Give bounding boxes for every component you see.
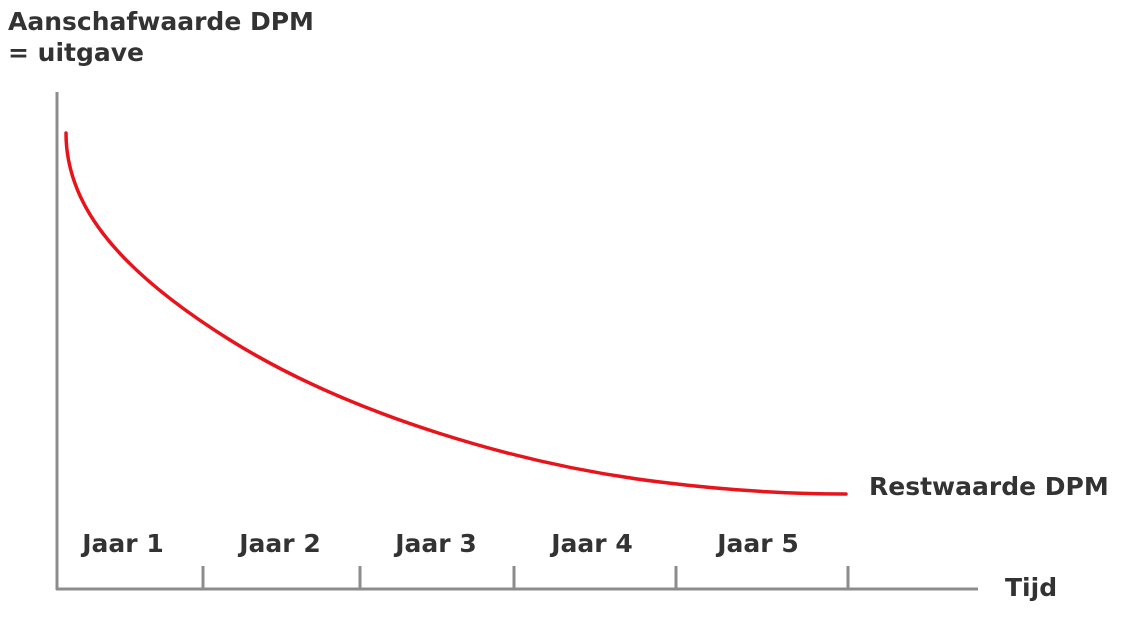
x-axis-category-label: Jaar 3 <box>393 529 476 558</box>
depreciation-curve <box>64 131 848 496</box>
x-axis-category-label: Jaar 4 <box>549 529 632 558</box>
residual-value-label: Restwaarde DPM <box>869 472 1109 501</box>
x-axis-category-label: Jaar 1 <box>80 529 163 558</box>
y-axis-label-line-1: Aanschafwaarde DPM <box>8 7 314 36</box>
x-axis-categories: Jaar 1 Jaar 2 Jaar 3 Jaar 4 Jaar 5 <box>80 529 798 558</box>
x-axis-category-label: Jaar 5 <box>715 529 798 558</box>
x-axis-category-label: Jaar 2 <box>237 529 320 558</box>
x-axis-label: Tijd <box>1005 573 1057 602</box>
x-axis-ticks <box>201 566 850 590</box>
y-axis-label-line-2: = uitgave <box>8 38 144 67</box>
